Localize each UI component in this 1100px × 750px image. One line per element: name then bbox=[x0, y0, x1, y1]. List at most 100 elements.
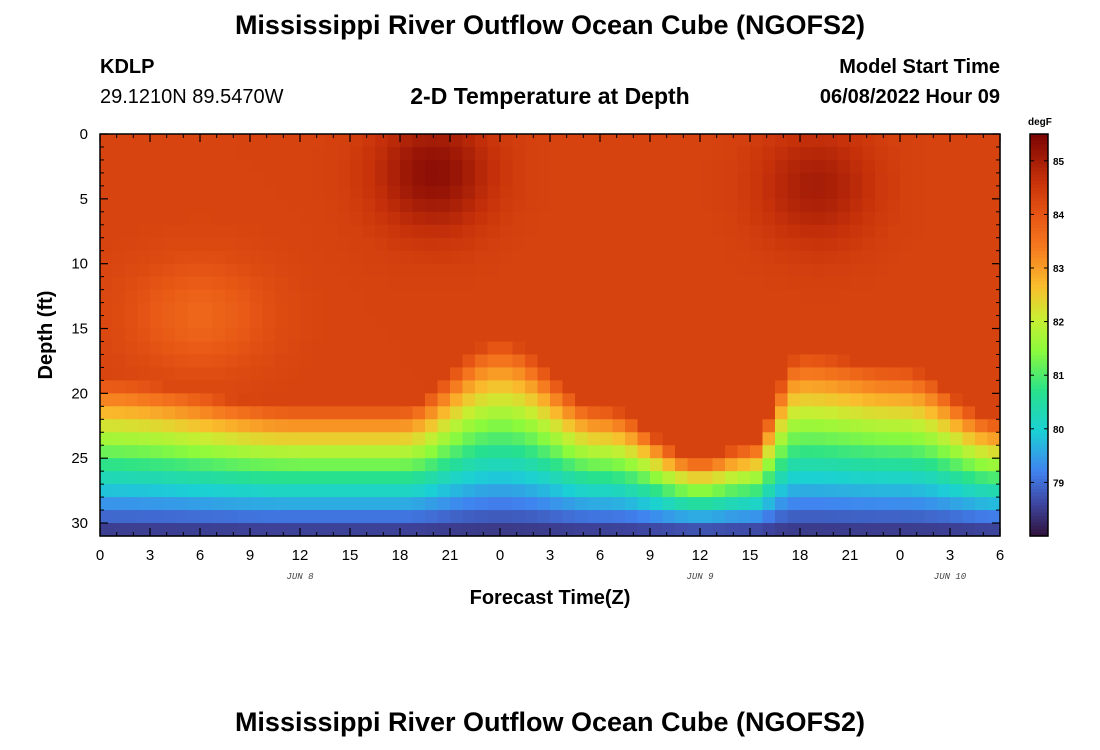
heatmap-cell bbox=[562, 380, 576, 394]
heatmap-cell bbox=[612, 237, 626, 252]
heatmap-cell bbox=[112, 523, 126, 537]
heatmap-cell bbox=[512, 419, 526, 433]
heatmap-cell bbox=[375, 315, 389, 330]
heatmap-cell bbox=[662, 497, 676, 511]
heatmap-cell bbox=[212, 263, 226, 278]
heatmap-cell bbox=[237, 341, 251, 356]
heatmap-cell bbox=[550, 354, 564, 369]
heatmap-cell bbox=[750, 224, 764, 239]
heatmap-cell bbox=[437, 198, 451, 213]
heatmap-cell bbox=[425, 198, 439, 213]
heatmap-cell bbox=[712, 250, 726, 265]
heatmap-cell bbox=[337, 198, 351, 213]
heatmap-cell bbox=[325, 471, 339, 485]
heatmap-cell bbox=[800, 211, 814, 226]
heatmap-cell bbox=[262, 445, 276, 459]
heatmap-cell bbox=[450, 458, 464, 472]
heatmap-cell bbox=[162, 406, 176, 420]
heatmap-cell bbox=[175, 328, 189, 343]
heatmap-cell bbox=[225, 237, 239, 252]
heatmap-cell bbox=[887, 432, 901, 446]
heatmap-cell bbox=[587, 419, 601, 433]
heatmap-cell bbox=[125, 484, 139, 498]
heatmap-cell bbox=[600, 367, 614, 381]
heatmap-cell bbox=[987, 185, 1001, 200]
heatmap-cell bbox=[187, 341, 201, 356]
heatmap-cell bbox=[737, 380, 751, 394]
heatmap-cell bbox=[700, 172, 714, 187]
heatmap-cell bbox=[325, 315, 339, 330]
heatmap-cell bbox=[975, 341, 989, 356]
heatmap-cell bbox=[237, 198, 251, 213]
heatmap-cell bbox=[162, 224, 176, 239]
heatmap-cell bbox=[837, 237, 851, 252]
colorbar-segment bbox=[1030, 294, 1048, 299]
heatmap-cell bbox=[200, 367, 214, 381]
heatmap-cell bbox=[200, 328, 214, 343]
heatmap-cell bbox=[262, 367, 276, 381]
heatmap-cell bbox=[875, 146, 889, 161]
heatmap-cell bbox=[712, 445, 726, 459]
heatmap-cell bbox=[800, 523, 814, 537]
heatmap-cell bbox=[737, 367, 751, 381]
heatmap-cell bbox=[962, 198, 976, 213]
heatmap-cell bbox=[187, 315, 201, 330]
heatmap-cell bbox=[462, 471, 476, 485]
heatmap-cell bbox=[825, 159, 839, 174]
heatmap-cell bbox=[837, 354, 851, 369]
heatmap-cell bbox=[562, 458, 576, 472]
heatmap-cell bbox=[725, 471, 739, 485]
heatmap-cell bbox=[762, 510, 776, 524]
heatmap-cell bbox=[312, 328, 326, 343]
heatmap-cell bbox=[525, 523, 539, 537]
colorbar-tick-label: 80 bbox=[1053, 425, 1065, 436]
heatmap-cell bbox=[925, 237, 939, 252]
heatmap-cell bbox=[512, 198, 526, 213]
heatmap-cell bbox=[437, 134, 451, 148]
x-tick-label: 6 bbox=[596, 547, 604, 564]
heatmap-cell bbox=[262, 484, 276, 498]
heatmap-cell bbox=[937, 497, 951, 511]
heatmap-cell bbox=[737, 445, 751, 459]
heatmap-cell bbox=[900, 146, 914, 161]
heatmap-cell bbox=[762, 497, 776, 511]
heatmap-cell bbox=[900, 211, 914, 226]
heatmap-cell bbox=[362, 354, 376, 369]
heatmap-cell bbox=[375, 172, 389, 187]
heatmap-cell bbox=[125, 367, 139, 381]
heatmap-cell bbox=[125, 432, 139, 446]
heatmap-cell bbox=[187, 263, 201, 278]
heatmap-cell bbox=[737, 146, 751, 161]
heatmap-cell bbox=[837, 393, 851, 407]
heatmap-cell bbox=[100, 224, 114, 239]
heatmap-cell bbox=[887, 159, 901, 174]
heatmap-cell bbox=[625, 302, 639, 317]
heatmap-cell bbox=[625, 146, 639, 161]
heatmap-cell bbox=[400, 380, 414, 394]
heatmap-cell bbox=[100, 523, 114, 537]
colorbar-segment bbox=[1030, 154, 1048, 159]
heatmap-cell bbox=[287, 445, 301, 459]
heatmap-cell bbox=[862, 172, 876, 187]
colorbar-segment bbox=[1030, 278, 1048, 282]
heatmap-cell bbox=[475, 198, 489, 213]
heatmap-cell bbox=[625, 523, 639, 537]
heatmap-cell bbox=[475, 172, 489, 187]
heatmap-cell bbox=[362, 146, 376, 161]
heatmap-cell bbox=[987, 445, 1001, 459]
heatmap-cell bbox=[237, 510, 251, 524]
heatmap-cell bbox=[325, 497, 339, 511]
heatmap-cell bbox=[487, 419, 501, 433]
heatmap-cell bbox=[362, 328, 376, 343]
heatmap-cell bbox=[337, 341, 351, 356]
heatmap-cell bbox=[237, 159, 251, 174]
heatmap-cell bbox=[737, 315, 751, 330]
heatmap-cell bbox=[275, 224, 289, 239]
heatmap-cell bbox=[900, 341, 914, 356]
heatmap-cell bbox=[850, 237, 864, 252]
heatmap-cell bbox=[125, 393, 139, 407]
heatmap-cell bbox=[337, 497, 351, 511]
heatmap-cell bbox=[562, 406, 576, 420]
heatmap-cell bbox=[487, 276, 501, 291]
heatmap-cell bbox=[762, 406, 776, 420]
